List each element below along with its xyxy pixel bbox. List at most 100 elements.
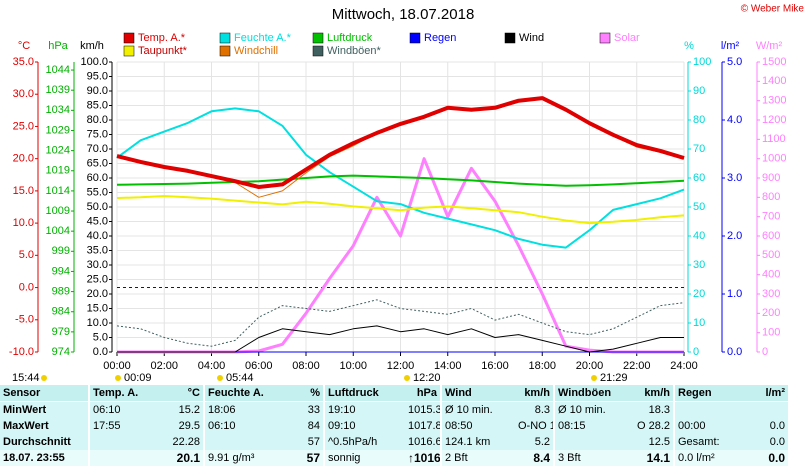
x-tick-label: 22:00 [623,360,651,372]
table-cell: 1016.6 [405,434,442,450]
y-tick-label: 2.0 [727,230,742,242]
table-cell: 8.4 [515,450,555,466]
table-cell: 57 [285,434,325,450]
y-tick-label: 50.0 [87,201,108,213]
table-row: MaxWert 17:55 29.5 06:10 84 09:10 1017.8 08:50 O… [0,418,790,434]
y-tick-label: 1.0 [727,288,742,300]
y-tick-label: 55.0 [87,186,108,198]
legend-swatch [504,32,516,44]
legend-swatch [312,32,324,44]
table-cell: 0.0 l/m² [675,450,755,466]
legend-swatch [599,32,611,44]
legend-label: Feuchte A.* [234,32,292,44]
y-tick-label: 90 [693,85,705,97]
y-tick-label: 75.0 [87,128,108,140]
table-cell: 22.28 [165,434,205,450]
table-cell: Luftdruck [325,385,405,402]
legend-swatch [219,32,231,44]
axis-unit: km/h [80,40,104,52]
table-cell: ^0.5hPa/h [328,436,378,448]
table-cell: 0.0 [755,450,790,466]
table-row: 18.07. 23:55 20.19.91 g/m³57sonnig↑1016.5… [0,450,790,466]
legend-label: Wind [519,32,544,44]
y-tick-label: 20.0 [87,288,108,300]
y-tick-label: 999 [52,245,70,257]
y-tick-label: 5.0 [19,249,34,261]
y-tick-label: 1009 [46,205,70,217]
chart: Mittwoch, 18.07.2018 © Weber Mike °C 35.0… [9,4,805,384]
table-cell [675,402,755,418]
legend-label: Solar [614,32,640,44]
y-tick-label: 400 [762,269,780,281]
y-tick-label: 300 [762,288,780,300]
legend-swatch [219,45,231,57]
sun-moon-time: 05:44 [226,372,254,384]
table-cell: 00:00 [678,420,706,432]
table-cell: 18.3 [630,402,675,418]
y-tick-label: 989 [52,285,70,297]
y-tick-label: 25.0 [13,120,34,132]
legend-swatch [123,32,135,44]
y-tick-label: 1024 [46,145,70,157]
table-cell: Windböen [555,385,630,402]
y-tick-label: 60.0 [87,172,108,184]
y-tick-label: 95.0 [87,70,108,82]
y-tick-label: 30.0 [13,88,34,100]
table-cell: 19:10 [328,404,356,416]
table-cell: 5.2 [515,434,555,450]
table-cell: Sensor [0,385,90,402]
y-tick-label: 1019 [46,165,70,177]
sun-moon-icon [41,375,47,381]
table-cell: 0.0 [755,434,790,450]
table-cell: O 28.2 [630,418,675,434]
y-tick-label: -10.0 [9,346,34,358]
legend-label: Windchill [234,45,278,57]
sun-moon-icon [115,375,121,381]
y-tick-label: 35.0 [87,244,108,256]
y-tick-label: 25.0 [87,273,108,285]
table-cell: 08:15 [558,420,586,432]
table-cell: Feuchte A. [205,385,285,402]
legend-label: Regen [424,32,456,44]
y-tick-label: 200 [762,307,780,319]
y-tick-label: 1014 [46,185,70,197]
table-cell: km/h [515,385,555,402]
series-line [116,107,685,249]
y-tick-label: 974 [52,346,70,358]
y-tick-label: 15.0 [13,185,34,197]
series-line [116,299,685,347]
table-cell: 9.91 g/m³ [205,450,285,466]
y-tick-label: 20 [693,288,705,300]
y-tick-label: 0.0 [727,346,742,358]
y-tick-label: 100 [762,327,780,339]
table-cell: 18:06 [208,404,236,416]
x-tick-label: 08:00 [292,360,320,372]
copyright: © Weber Mike [741,4,805,15]
sun-moon-time: 15:44 [12,372,40,384]
table-cell: 8.3 [515,402,555,418]
table-cell: Temp. A. [90,385,165,402]
table-cell: 15.2 [165,402,205,418]
table-cell: Durchschnitt [0,434,90,450]
x-tick-label: 04:00 [198,360,226,372]
x-tick-label: 10:00 [339,360,367,372]
y-tick-label: 45.0 [87,215,108,227]
table-cell: hPa [405,385,442,402]
axis-unit: W/m² [756,40,783,52]
y-tick-label: -5.0 [15,314,34,326]
table-cell: sonnig [325,450,405,466]
y-tick-label: 0 [762,346,768,358]
y-tick-label: 40 [693,230,705,242]
table-cell: Gesamt: [678,436,720,448]
sun-moon-time: 12:20 [413,372,441,384]
table-cell [90,450,165,466]
legend-swatch [123,45,135,57]
series-line [116,174,685,187]
axis-unit: hPa [48,40,68,52]
table-row: MinWert 06:10 15.2 18:06 33 19:10 1015.3 Ø 10 m… [0,402,790,418]
y-tick-label: 1000 [762,153,786,165]
axis-unit: % [684,40,694,52]
table-cell [755,402,790,418]
y-tick-label: 0 [693,346,699,358]
x-tick-label: 12:00 [387,360,415,372]
